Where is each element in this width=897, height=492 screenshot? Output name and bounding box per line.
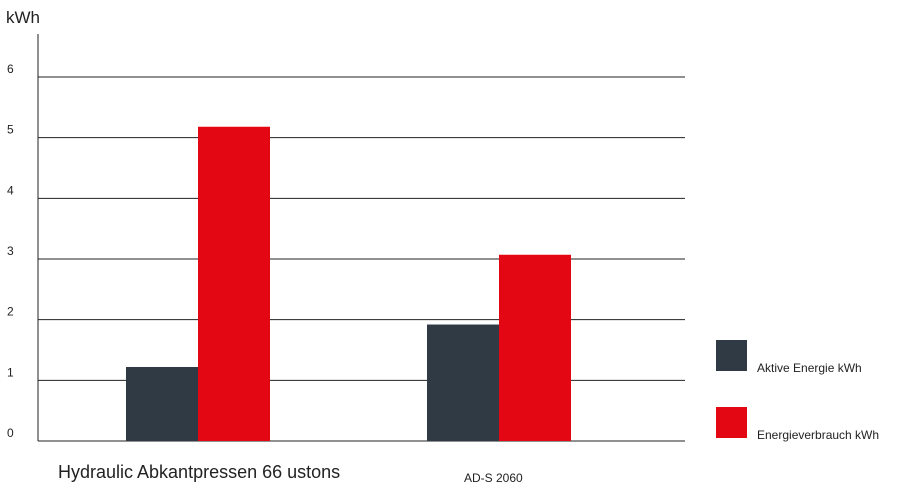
legend-swatch xyxy=(716,407,747,438)
y-axis-title: kWh xyxy=(6,8,40,27)
y-tick-label: 0 xyxy=(7,426,14,440)
bar xyxy=(427,324,499,441)
legend-label: Aktive Energie kWh xyxy=(757,361,862,375)
y-tick-label: 4 xyxy=(7,183,14,197)
bars xyxy=(126,126,571,441)
legend-label: Energieverbrauch kWh xyxy=(757,428,879,442)
category-labels: Hydraulic Abkantpressen 66 ustons AD-S 20… xyxy=(58,462,523,485)
legend-swatch xyxy=(716,340,747,371)
category-label: AD-S 2060 xyxy=(464,471,523,485)
legend: Aktive Energie kWh Energieverbrauch kWh xyxy=(716,340,879,442)
y-tick-label: 2 xyxy=(7,305,14,319)
bar xyxy=(198,126,270,441)
y-tick-label: 5 xyxy=(7,123,14,137)
bar xyxy=(126,366,198,441)
y-tick-label: 1 xyxy=(7,365,14,379)
bar xyxy=(499,254,571,441)
y-tick-label: 6 xyxy=(7,62,14,76)
y-tick-labels: 0 1 2 3 4 5 6 xyxy=(7,62,14,440)
category-label: Hydraulic Abkantpressen 66 ustons xyxy=(58,462,340,482)
y-tick-label: 3 xyxy=(7,244,14,258)
